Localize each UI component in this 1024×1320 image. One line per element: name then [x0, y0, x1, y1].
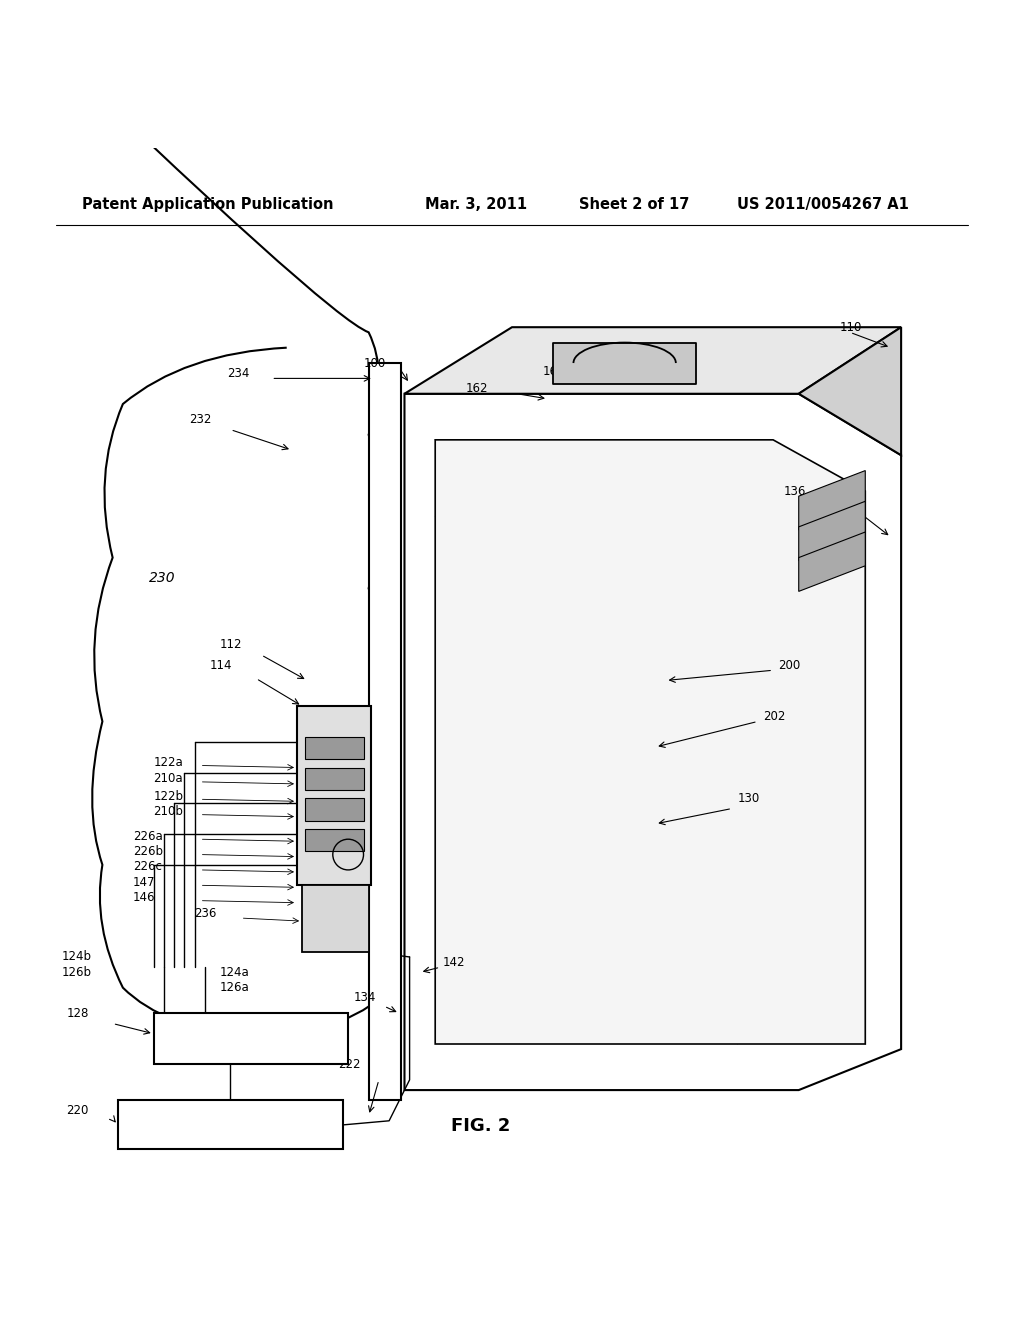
Text: 236: 236 [195, 907, 217, 920]
Text: 160: 160 [543, 364, 565, 378]
Text: Mar. 3, 2011: Mar. 3, 2011 [425, 197, 527, 211]
Text: 122b: 122b [154, 789, 183, 803]
Polygon shape [799, 502, 865, 561]
Text: 234: 234 [227, 367, 250, 380]
Text: 112: 112 [220, 638, 243, 651]
Polygon shape [553, 343, 696, 384]
Text: 222: 222 [338, 1059, 360, 1071]
Polygon shape [799, 327, 901, 455]
Text: 230: 230 [148, 572, 175, 585]
Text: FIG. 2: FIG. 2 [451, 1117, 510, 1135]
Polygon shape [404, 393, 901, 1090]
Text: 126b: 126b [61, 966, 91, 979]
Text: 147: 147 [133, 875, 156, 888]
Text: 134: 134 [353, 991, 376, 1005]
Polygon shape [305, 829, 364, 851]
Text: 226a: 226a [133, 830, 163, 842]
Text: 100: 100 [364, 356, 386, 370]
Polygon shape [435, 440, 865, 1044]
Text: Patient: Patient [226, 1032, 275, 1045]
Text: 124b: 124b [61, 950, 91, 964]
Text: 132: 132 [609, 341, 632, 354]
Text: 128: 128 [67, 1007, 89, 1020]
Text: Power Source: Power Source [183, 1118, 278, 1131]
Polygon shape [302, 886, 369, 952]
Text: 144: 144 [566, 351, 589, 364]
Text: 130: 130 [737, 792, 760, 805]
Text: 200: 200 [778, 659, 801, 672]
Text: 162: 162 [466, 383, 488, 395]
Text: 202: 202 [763, 710, 785, 723]
Polygon shape [799, 532, 865, 591]
Polygon shape [369, 363, 401, 1101]
Polygon shape [305, 767, 364, 791]
Polygon shape [305, 799, 364, 821]
Text: 226b: 226b [133, 845, 163, 858]
Polygon shape [297, 706, 371, 886]
Text: 110: 110 [840, 321, 862, 334]
Text: 124a: 124a [220, 966, 250, 979]
Polygon shape [799, 470, 865, 529]
Text: 232: 232 [189, 413, 212, 426]
Text: 126a: 126a [220, 981, 250, 994]
Polygon shape [404, 327, 901, 393]
PathPatch shape [92, 327, 389, 1039]
Text: 220: 220 [67, 1104, 89, 1117]
Polygon shape [154, 1014, 348, 1064]
Text: Sheet 2 of 17: Sheet 2 of 17 [579, 197, 689, 211]
Text: Patent Application Publication: Patent Application Publication [82, 197, 334, 211]
Text: 142: 142 [442, 956, 465, 969]
Polygon shape [305, 737, 364, 759]
Text: US 2011/0054267 A1: US 2011/0054267 A1 [737, 197, 909, 211]
Text: 146: 146 [133, 891, 156, 904]
Text: 136: 136 [783, 484, 806, 498]
Text: 210a: 210a [154, 772, 183, 785]
Text: 122a: 122a [154, 756, 183, 768]
Polygon shape [118, 1101, 343, 1150]
Text: 114: 114 [210, 659, 232, 672]
Text: 226c: 226c [133, 861, 162, 874]
Text: 210b: 210b [154, 805, 183, 818]
